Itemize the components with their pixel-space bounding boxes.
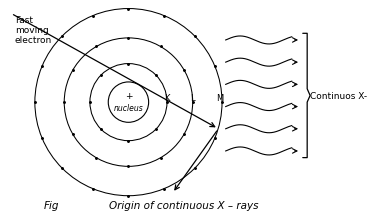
Text: +: + xyxy=(125,92,132,101)
Text: Origin of continuous X – rays: Origin of continuous X – rays xyxy=(109,201,258,211)
Text: nucleus: nucleus xyxy=(113,104,143,113)
Text: M: M xyxy=(217,94,224,103)
Text: Continuos X-rays: Continuos X-rays xyxy=(310,92,367,101)
Text: Fast
moving
electron: Fast moving electron xyxy=(15,16,52,45)
Text: L: L xyxy=(190,94,195,103)
Text: K: K xyxy=(164,94,170,103)
Text: Fig: Fig xyxy=(44,201,59,211)
